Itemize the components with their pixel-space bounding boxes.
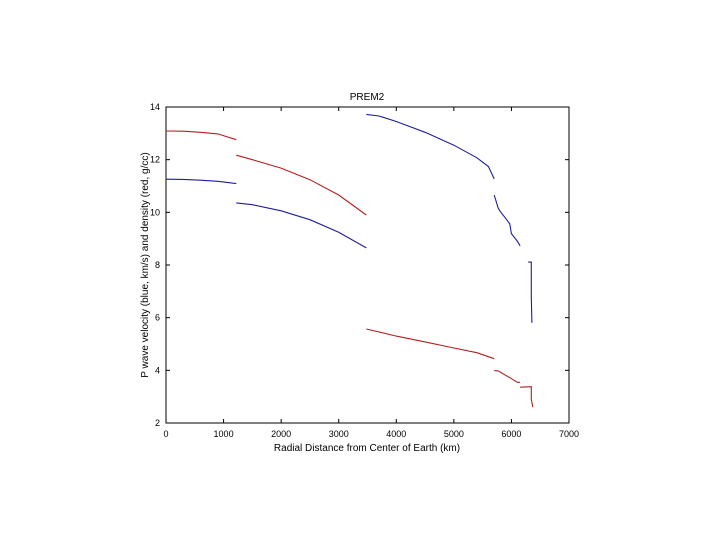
series-0-segment-0 <box>165 178 237 185</box>
series-1-segment-2 <box>366 328 495 360</box>
data-series <box>165 113 534 408</box>
series-0-segment-3 <box>493 194 521 247</box>
series-1-segment-3 <box>494 370 521 383</box>
series-0-segment-4 <box>528 261 533 323</box>
x-tick-label: 3000 <box>329 429 349 439</box>
chart-title: PREM2 <box>350 92 385 103</box>
x-tick-label: 6000 <box>501 429 521 439</box>
y-tick-label: 8 <box>155 260 160 270</box>
series-1-segment-4 <box>520 386 534 408</box>
x-tick-label: 1000 <box>214 429 234 439</box>
y-tick-label: 12 <box>150 155 160 165</box>
series-1-segment-0 <box>165 130 237 141</box>
series-0-segment-1 <box>236 202 367 249</box>
series-0-segment-2 <box>366 113 495 180</box>
x-tick-label: 4000 <box>386 429 406 439</box>
y-tick-label: 4 <box>155 365 160 375</box>
axis-ticks: 0 1000 2000 3000 4000 5000 6000 7000 2 4 6 8 10 12 14 <box>150 102 579 439</box>
y-tick-label: 6 <box>155 313 160 323</box>
y-tick-label: 2 <box>155 418 160 428</box>
series-1-segment-1 <box>236 154 367 216</box>
x-tick-label: 5000 <box>444 429 464 439</box>
x-axis-label: Radial Distance from Center of Earth (km… <box>274 443 460 454</box>
x-tick-label: 7000 <box>559 429 579 439</box>
y-axis-label: P wave velocity (blue, km/s) and density… <box>140 152 151 377</box>
y-tick-label: 14 <box>150 102 160 112</box>
x-tick-label: 0 <box>163 429 168 439</box>
plot-frame <box>165 106 570 424</box>
y-tick-label: 10 <box>150 207 160 217</box>
x-tick-label: 2000 <box>271 429 291 439</box>
